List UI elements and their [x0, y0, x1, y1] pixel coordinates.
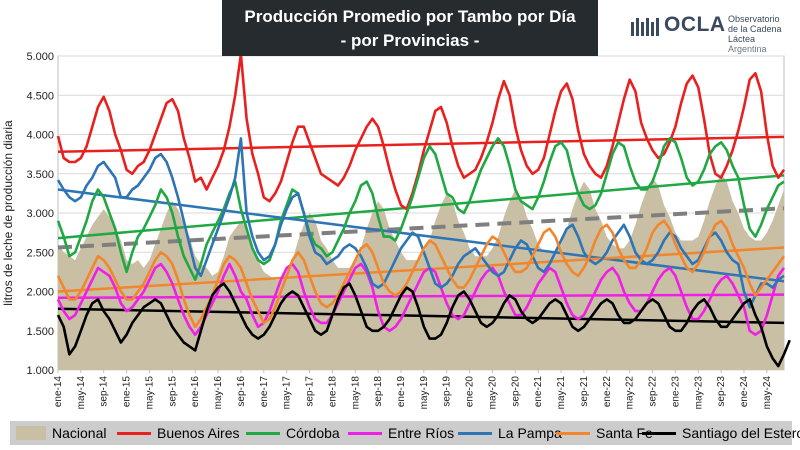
- x-tick-label: ene-20: [465, 376, 476, 408]
- y-tick-label: 1.500: [26, 326, 54, 338]
- x-tick-label: sep-22: [648, 376, 659, 407]
- series-line-buenos-aires: [56, 53, 786, 211]
- x-tick-label: sep-17: [305, 376, 316, 407]
- x-tick-label: may-24: [762, 376, 773, 410]
- x-tick-label: ene-23: [670, 376, 681, 408]
- legend-swatch-santa-fe: [556, 432, 590, 435]
- legend-label-santiago-del-estero: Santiago del Estero: [682, 425, 800, 441]
- x-tick-label: sep-15: [167, 376, 178, 407]
- legend-swatch-cordoba: [246, 432, 280, 435]
- x-tick-label: may-17: [282, 376, 293, 410]
- legend-label-santa-fe: Santa Fe: [596, 425, 653, 441]
- legend: Nacional Buenos Aires Córdoba Entre Ríos…: [10, 421, 800, 445]
- x-tick-label: ene-15: [122, 376, 133, 408]
- legend-swatch-buenos-aires: [117, 432, 151, 435]
- x-tick-label: may-22: [625, 376, 636, 410]
- trendline-buenos-aires: [57, 135, 785, 154]
- chart-title-line-2: - por Provincias -: [340, 31, 480, 50]
- x-tick-label: sep-19: [442, 376, 453, 407]
- logo-subtitle-line-1: Observatorio: [728, 14, 780, 24]
- x-tick-label: may-19: [419, 376, 430, 410]
- ocla-logo: OCLA Observatorio de la Cadena Láctea Ar…: [630, 12, 798, 54]
- x-tick-label: may-20: [488, 376, 499, 410]
- logo-name: OCLA: [664, 13, 726, 36]
- y-tick-label: 5.000: [26, 51, 54, 63]
- y-axis-label-text: litros de leche de producción diaria: [1, 120, 15, 306]
- series-line-santiago-del-estero: [56, 282, 791, 368]
- y-tick-label: 3.500: [26, 169, 54, 181]
- x-tick-label: ene-14: [53, 376, 64, 408]
- legend-label-buenos-aires: Buenos Aires: [157, 425, 240, 441]
- x-tick-label: may-14: [76, 376, 87, 410]
- x-tick-label: ene-22: [602, 376, 613, 408]
- y-tick-label: 2.500: [26, 247, 54, 259]
- legend-label-entre-rios: Entre Ríos: [388, 425, 455, 441]
- x-tick-label: may-15: [145, 376, 156, 410]
- legend-label-la-pampa: La Pampa: [498, 425, 562, 441]
- x-tick-label: ene-17: [259, 376, 270, 408]
- chart-title-line-1: Producción Promedio por Tambo por Día: [244, 7, 576, 26]
- chart-title: Producción Promedio por Tambo por Día - …: [222, 0, 598, 56]
- y-tick-label: 3.000: [26, 208, 54, 220]
- x-tick-label: ene-18: [327, 376, 338, 408]
- trendline-entre-rios: [57, 293, 785, 300]
- legend-label-cordoba: Córdoba: [286, 425, 340, 441]
- legend-swatch-santiago-del-estero: [642, 432, 676, 435]
- x-tick-label: may-16: [213, 376, 224, 410]
- y-tick-label: 2.000: [26, 287, 54, 299]
- x-tick-label: may-23: [693, 376, 704, 410]
- logo-subtitle: Observatorio de la Cadena Láctea Argenti…: [728, 14, 798, 54]
- x-tick-label: sep-18: [373, 376, 384, 407]
- legend-label-nacional: Nacional: [52, 425, 107, 441]
- legend-swatch-entre-rios: [348, 432, 382, 435]
- x-tick-label: may-18: [350, 376, 361, 410]
- y-tick-label: 4.500: [26, 90, 54, 102]
- series-line-cordoba: [56, 137, 785, 282]
- legend-swatch-nacional: [16, 426, 46, 440]
- legend-swatch-la-pampa: [458, 432, 492, 435]
- x-tick-label: sep-23: [716, 376, 727, 407]
- logo-subtitle-line-3: Argentina: [728, 44, 767, 54]
- x-tick-label: may-21: [556, 376, 567, 410]
- x-tick-label: sep-20: [510, 376, 521, 407]
- x-tick-label: sep-21: [579, 376, 590, 407]
- series-line-la-pampa: [56, 137, 785, 309]
- y-tick-label: 1.000: [26, 365, 54, 377]
- x-tick-label: ene-24: [739, 376, 750, 408]
- trendline-cordoba: [57, 174, 785, 240]
- x-tick-label: ene-21: [533, 376, 544, 408]
- x-tick-label: ene-16: [190, 376, 201, 408]
- y-tick-label: 4.000: [26, 130, 54, 142]
- logo-subtitle-line-2: de la Cadena Láctea: [728, 24, 782, 44]
- x-tick-label: ene-19: [396, 376, 407, 408]
- x-tick-label: sep-14: [99, 376, 110, 407]
- x-tick-label: sep-16: [236, 376, 247, 407]
- series-line-santa-fe: [56, 219, 786, 329]
- dairy-bars-logo-icon: [631, 18, 659, 36]
- series-line-entre-rios: [56, 262, 786, 337]
